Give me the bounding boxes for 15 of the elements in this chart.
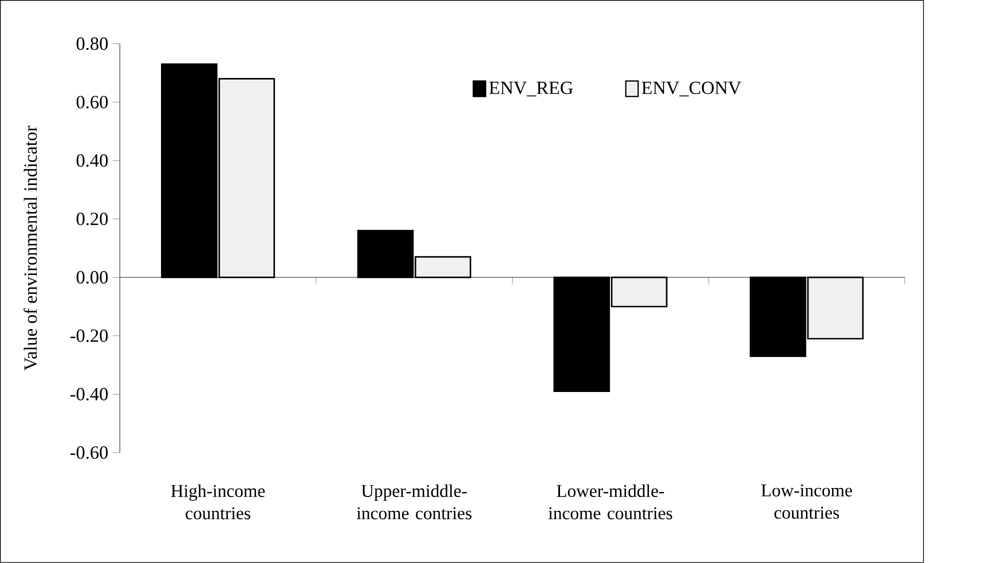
y-tick-label: -0.60 — [70, 446, 108, 459]
x-tick-label: Lower-middle-income countries — [548, 484, 672, 520]
legend-label: ENV_CONV — [642, 82, 742, 96]
y-tick-label: 0.60 — [76, 96, 108, 108]
y-tick-label: -0.20 — [70, 329, 108, 342]
x-tick-label: Upper-middle-income contries — [356, 484, 472, 520]
y-tick-label: 0.00 — [76, 271, 108, 284]
y-axis-title: Value of environmental indicator — [24, 126, 37, 371]
x-tick-label: High-income countries — [171, 484, 265, 520]
y-tick-label: 0.20 — [76, 212, 108, 226]
y-tick-label: 0.40 — [76, 154, 108, 167]
legend-label: ENV_REG — [489, 82, 573, 96]
y-tick-label: -0.40 — [70, 388, 108, 401]
x-tick-label: Low-income countries — [761, 484, 852, 519]
y-tick-label: 0.80 — [76, 37, 108, 50]
